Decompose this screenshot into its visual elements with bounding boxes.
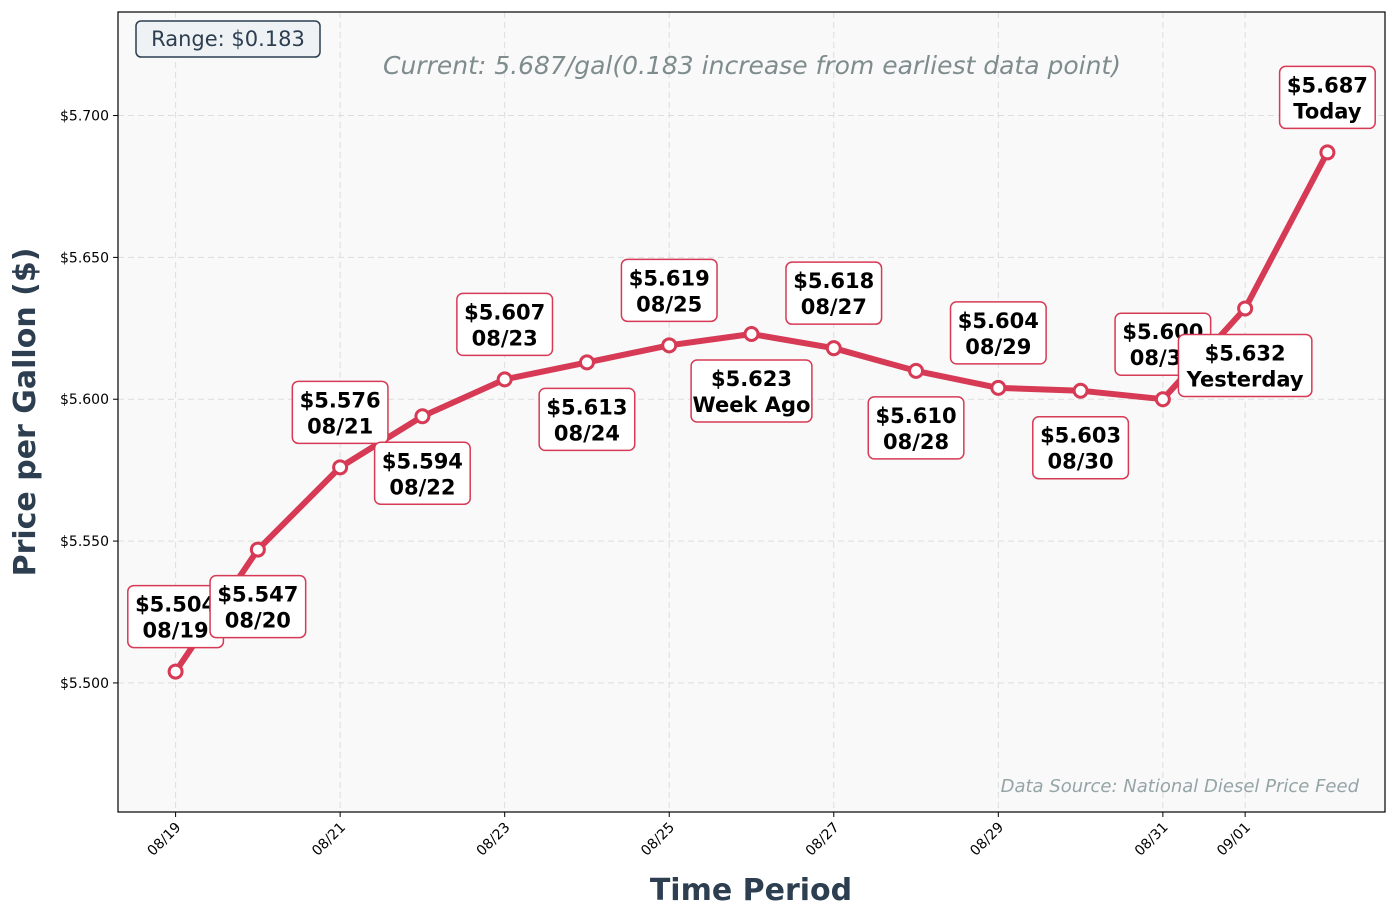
y-tick-label: $5.550 — [60, 534, 109, 550]
x-tick-label: 08/23 — [474, 820, 514, 860]
x-tick-label: 08/31 — [1132, 820, 1172, 860]
data-point-marker — [496, 371, 513, 388]
data-point-marker — [249, 541, 266, 558]
data-label-box — [620, 258, 718, 323]
data-label-box — [785, 261, 883, 325]
data-label-date: 08/22 — [389, 475, 455, 499]
data-label-price: $5.687 — [1287, 73, 1368, 97]
data-label-price: $5.618 — [793, 269, 874, 293]
plot-frame — [117, 11, 1386, 813]
data-label-price: $5.547 — [217, 583, 298, 607]
data-point-marker — [578, 354, 595, 371]
data-label-price: $5.632 — [1205, 341, 1286, 365]
data-label-price: $5.619 — [629, 266, 710, 290]
data-label-price: $5.613 — [546, 395, 627, 419]
y-tick-label: $5.600 — [60, 392, 109, 408]
data-label-date: Week Ago — [693, 393, 811, 417]
data-label-box — [291, 380, 389, 445]
data-point-marker — [1319, 144, 1336, 161]
y-tick-label: $5.650 — [60, 250, 109, 266]
x-tick-label: 08/29 — [967, 820, 1007, 860]
data-point-marker — [990, 379, 1007, 396]
data-point-marker — [1237, 300, 1254, 317]
data-source-note: Data Source: National Diesel Price Feed — [1001, 776, 1360, 797]
data-label-price: $5.594 — [382, 449, 463, 473]
data-point-marker — [167, 663, 184, 680]
data-label-box — [538, 387, 636, 452]
data-label-box — [949, 301, 1047, 365]
x-axis-label: Time Period — [650, 873, 852, 908]
data-point-marker — [332, 459, 349, 476]
data-label-price: $5.607 — [464, 300, 545, 324]
data-label-date: 08/24 — [554, 421, 620, 445]
data-point-marker — [743, 325, 760, 342]
data-point-marker — [1154, 391, 1171, 408]
data-label-price: $5.504 — [135, 593, 216, 617]
data-label-date: 08/28 — [883, 430, 949, 454]
data-label-box — [1032, 415, 1130, 480]
data-label-price: $5.610 — [876, 404, 957, 428]
data-label-date: 08/20 — [225, 609, 291, 633]
x-tick-label: 08/27 — [803, 820, 843, 860]
data-label-box — [373, 441, 471, 506]
data-labels: $5.50408/19$5.54708/20$5.57608/21$5.5940… — [127, 65, 1376, 649]
data-label-date: 08/21 — [307, 414, 373, 438]
data-point-marker — [1072, 382, 1089, 399]
y-tick-label: $5.500 — [60, 676, 109, 692]
data-label-price: $5.603 — [1040, 424, 1121, 448]
data-label-box — [209, 574, 307, 639]
y-tick-label: $5.700 — [60, 109, 109, 125]
data-label-date: 08/25 — [636, 292, 702, 316]
data-label-price: $5.576 — [300, 388, 381, 412]
data-label-date: 08/27 — [801, 295, 867, 319]
data-label-price: $5.623 — [711, 367, 792, 391]
x-tick-label: 09/01 — [1214, 820, 1254, 860]
data-label-date: 08/29 — [965, 335, 1031, 359]
data-label-date: 08/23 — [472, 326, 538, 350]
series-line-layer — [167, 144, 1336, 680]
data-label-box — [1177, 333, 1313, 398]
data-label-date: Today — [1293, 99, 1362, 123]
x-tick-label: 08/21 — [309, 820, 349, 860]
data-label-box — [690, 359, 813, 423]
data-label-box — [867, 396, 965, 460]
data-point-marker — [661, 337, 678, 354]
data-label-box — [1278, 65, 1376, 130]
x-tick-label: 08/25 — [638, 820, 678, 860]
y-axis-ticks: $5.500 $5.550 $5.600 $5.650 $5.700 — [60, 109, 118, 692]
range-box: Range: $0.183 — [135, 20, 321, 58]
data-label-date: 08/19 — [143, 619, 209, 643]
data-point-marker — [825, 340, 842, 357]
data-label-box — [456, 292, 554, 357]
data-point-marker — [908, 362, 925, 379]
chart-subtitle: Current: 5.687/gal(0.183 increase from e… — [383, 51, 1121, 80]
data-point-marker — [414, 408, 431, 425]
x-tick-label: 08/19 — [145, 820, 185, 860]
data-label-date: Yesterday — [1186, 367, 1304, 391]
x-axis-ticks: 08/19 08/21 08/23 08/25 08/27 08/29 08/31 09/01 — [145, 812, 1254, 859]
y-axis-label: Price per Gallon ($) — [8, 248, 43, 577]
range-label: Range: $0.183 — [151, 27, 305, 51]
data-label-price: $5.604 — [958, 309, 1039, 333]
data-label-date: 08/30 — [1048, 450, 1114, 474]
